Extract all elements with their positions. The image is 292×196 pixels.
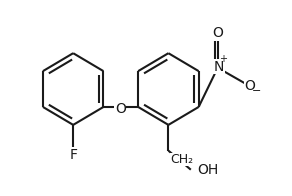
Text: +: + bbox=[219, 54, 227, 64]
Text: CH₂: CH₂ bbox=[171, 153, 194, 166]
Text: O: O bbox=[212, 26, 223, 40]
Text: N: N bbox=[214, 60, 224, 74]
Text: −: − bbox=[251, 86, 261, 96]
Text: OH: OH bbox=[197, 163, 219, 177]
Text: F: F bbox=[69, 148, 77, 162]
Text: O: O bbox=[245, 79, 256, 93]
Text: O: O bbox=[115, 102, 126, 116]
